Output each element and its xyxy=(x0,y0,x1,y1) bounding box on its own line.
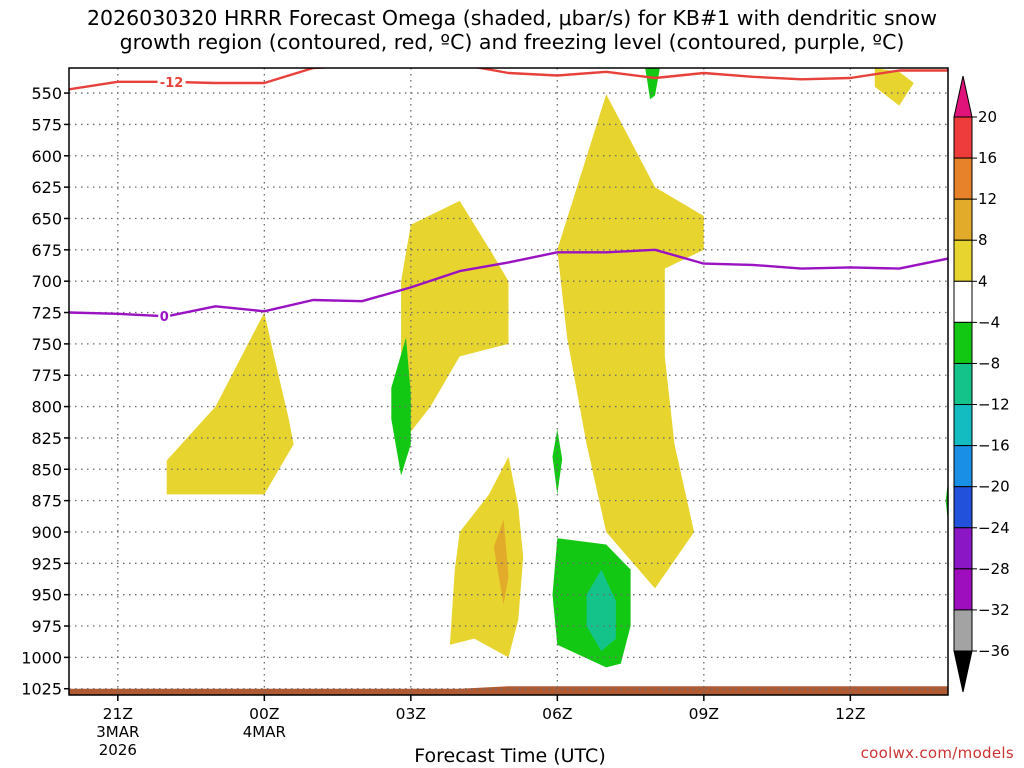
x-tick-label-00Z: 00Z xyxy=(249,705,279,723)
colorbar-label-7: −12 xyxy=(978,396,1010,414)
colorbar-label-10: −24 xyxy=(978,519,1010,537)
colorbar-label-3: 8 xyxy=(978,231,988,249)
y-tick-label-675: 675 xyxy=(31,241,62,260)
y-tick-label-750: 750 xyxy=(31,335,62,354)
surface-ground xyxy=(69,686,948,695)
colorbar-bin-2 xyxy=(953,198,973,241)
x-tick-year-21Z: 2026 xyxy=(99,741,137,759)
colorbar-label-11: −28 xyxy=(978,560,1010,578)
contour-label-bg-1 xyxy=(158,309,171,324)
y-tick-label-575: 575 xyxy=(31,115,62,134)
y-tick-label-850: 850 xyxy=(31,460,62,479)
y-tick-label-550: 550 xyxy=(31,84,62,103)
colorbar-label-4: 4 xyxy=(978,272,988,290)
colorbar-label-1: 16 xyxy=(978,149,997,167)
colorbar-label-5: −4 xyxy=(978,313,1000,331)
contour-lines: -12 0 xyxy=(69,68,948,325)
y-tick-label-950: 950 xyxy=(31,586,62,605)
watermark: coolwx.com/models xyxy=(860,744,1014,762)
contour-label-0: -12 xyxy=(160,76,184,91)
grid-lines xyxy=(69,68,948,695)
omega-region-9 xyxy=(645,68,660,100)
colorbar-bin-9 xyxy=(953,486,973,529)
y-tick-label-650: 650 xyxy=(31,209,62,228)
colorbar-bin-5 xyxy=(953,321,973,364)
colorbar-label-0: 20 xyxy=(978,108,997,126)
colorbar-bottom-arrow xyxy=(953,650,973,693)
colorbar-label-12: −32 xyxy=(978,601,1010,619)
colorbar-label-9: −20 xyxy=(978,478,1010,496)
colorbar-bin-3 xyxy=(953,239,973,282)
colorbar-label-13: −36 xyxy=(978,642,1010,660)
contour-line-0 xyxy=(69,68,948,91)
omega-region-5 xyxy=(493,519,509,605)
omega-region-1 xyxy=(401,200,509,432)
colorbar-top-arrow xyxy=(953,75,973,118)
x-tick-label-21Z: 21Z xyxy=(103,705,133,723)
omega-region-3 xyxy=(449,456,524,658)
x-tick-label-06Z: 06Z xyxy=(542,705,572,723)
x-tick-label-12Z: 12Z xyxy=(835,705,865,723)
y-tick-label-1000: 1000 xyxy=(21,648,62,667)
y-tick-label-1025: 1025 xyxy=(21,680,62,699)
omega-region-11 xyxy=(586,569,616,652)
plot-frame xyxy=(68,67,949,696)
y-tick-label-975: 975 xyxy=(31,617,62,636)
colorbar-bin-4 xyxy=(953,280,973,323)
title-line-2: growth region (contoured, red, ºC) and f… xyxy=(119,30,905,54)
colorbar-label-6: −8 xyxy=(978,354,1000,372)
colorbar-label-8: −16 xyxy=(978,437,1010,455)
x-axis-label: Forecast Time (UTC) xyxy=(414,745,606,767)
colorbar: 20 16 12 8 4 −4 −8 −12 −16 −20 −24 −28 −32 −36 xyxy=(953,75,1010,693)
x-tick-label-09Z: 09Z xyxy=(689,705,719,723)
y-tick-label-875: 875 xyxy=(31,492,62,511)
title-line-1: 2026030320 HRRR Forecast Omega (shaded, … xyxy=(87,6,937,30)
omega-region-4 xyxy=(874,68,914,106)
y-tick-label-700: 700 xyxy=(31,272,62,291)
y-tick-label-900: 900 xyxy=(31,523,62,542)
contour-line-1 xyxy=(69,248,948,318)
colorbar-bin-6 xyxy=(953,362,973,406)
y-tick-label-800: 800 xyxy=(31,398,62,417)
y-tick-label-775: 775 xyxy=(31,366,62,385)
colorbar-label-2: 12 xyxy=(978,190,997,208)
colorbar-bin-7 xyxy=(953,404,973,447)
colorbar-bin-1 xyxy=(953,157,973,200)
colorbar-bin-11 xyxy=(953,568,973,611)
colorbar-bin-12 xyxy=(953,609,973,652)
colorbar-bin-10 xyxy=(953,527,973,570)
omega-region-2 xyxy=(557,94,704,589)
omega-shading xyxy=(69,68,948,695)
y-tick-label-925: 925 xyxy=(31,554,62,573)
y-tick-label-600: 600 xyxy=(31,147,62,166)
x-tick-date-21Z: 3MAR xyxy=(96,723,139,741)
colorbar-bin-0 xyxy=(953,116,973,159)
contour-label-1: 0 xyxy=(160,310,169,325)
y-axis: 550 575 600 625 650 675 700 725 750 775 800 825 850 8… xyxy=(21,84,69,699)
colorbar-bin-8 xyxy=(953,445,973,488)
x-tick-label-03Z: 03Z xyxy=(396,705,426,723)
y-tick-label-725: 725 xyxy=(31,304,62,323)
omega-region-7 xyxy=(552,429,563,495)
chart-title: 2026030320 HRRR Forecast Omega (shaded, … xyxy=(0,6,1024,54)
x-tick-date-00Z: 4MAR xyxy=(243,723,286,741)
omega-region-0 xyxy=(166,312,294,495)
omega-region-6 xyxy=(391,337,411,476)
y-tick-label-625: 625 xyxy=(31,178,62,197)
y-tick-label-825: 825 xyxy=(31,429,62,448)
contour-label-bg-0 xyxy=(157,74,186,89)
